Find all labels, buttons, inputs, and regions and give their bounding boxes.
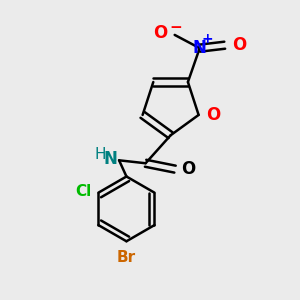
Text: −: − bbox=[170, 20, 182, 35]
Text: +: + bbox=[201, 32, 213, 46]
Text: H: H bbox=[94, 147, 106, 162]
Text: O: O bbox=[182, 160, 196, 178]
Text: O: O bbox=[153, 24, 167, 42]
Text: N: N bbox=[193, 39, 207, 57]
Text: N: N bbox=[104, 150, 118, 168]
Text: Br: Br bbox=[117, 250, 136, 265]
Text: O: O bbox=[232, 36, 246, 54]
Text: Cl: Cl bbox=[75, 184, 91, 199]
Text: O: O bbox=[206, 106, 220, 124]
